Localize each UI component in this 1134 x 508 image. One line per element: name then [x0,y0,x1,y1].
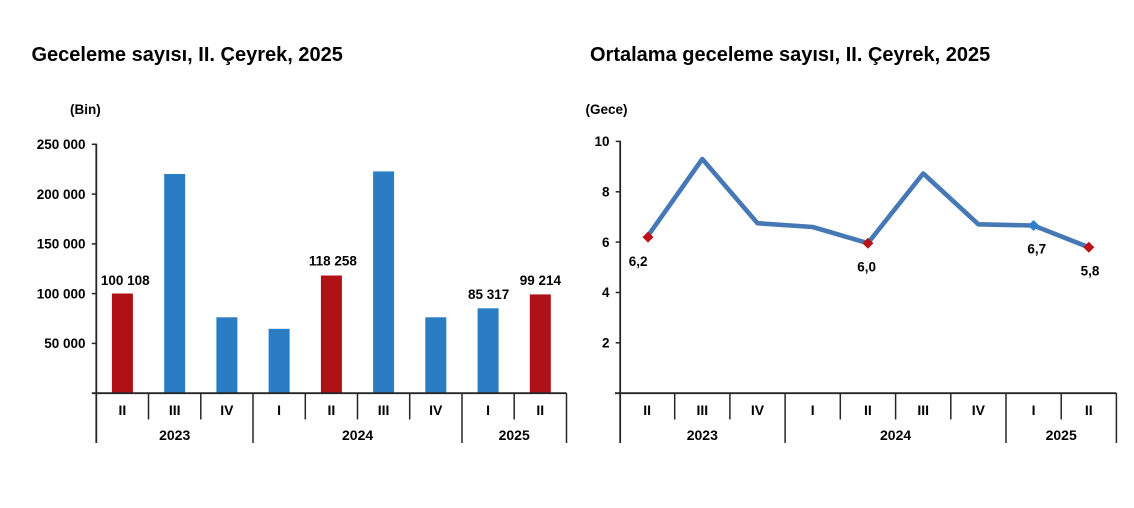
svg-text:II: II [643,402,651,418]
svg-text:250 000: 250 000 [37,137,86,152]
svg-text:2: 2 [602,336,610,351]
svg-text:6,7: 6,7 [1027,241,1046,256]
svg-text:I: I [277,402,281,418]
svg-text:III: III [169,402,181,418]
svg-text:4: 4 [602,285,610,300]
svg-text:6,2: 6,2 [629,254,648,269]
svg-text:II: II [1085,402,1093,418]
svg-text:2025: 2025 [1046,427,1077,443]
svg-text:118 258: 118 258 [309,254,358,269]
svg-text:6,0: 6,0 [857,259,876,274]
svg-text:10: 10 [594,134,609,149]
svg-text:IV: IV [220,402,234,418]
svg-text:III: III [378,402,390,418]
svg-text:IV: IV [751,402,765,418]
svg-text:II: II [864,402,872,418]
svg-text:6: 6 [602,235,610,250]
svg-text:I: I [486,402,490,418]
svg-text:200 000: 200 000 [37,187,86,202]
svg-text:II: II [119,402,127,418]
svg-text:IV: IV [972,402,986,418]
svg-text:I: I [1032,402,1036,418]
svg-text:85 317: 85 317 [468,287,509,302]
svg-text:(Gece): (Gece) [586,102,628,117]
svg-text:8: 8 [602,185,610,200]
svg-text:100 108: 100 108 [101,273,150,288]
svg-text:2023: 2023 [159,427,190,443]
svg-text:2023: 2023 [687,427,718,443]
svg-text:2024: 2024 [342,427,373,443]
svg-text:I: I [811,402,815,418]
svg-text:IV: IV [429,402,443,418]
svg-text:150 000: 150 000 [37,237,86,252]
svg-text:99 214: 99 214 [520,273,562,288]
svg-text:100 000: 100 000 [37,286,86,301]
svg-text:50 000: 50 000 [44,336,85,351]
svg-text:(Bin): (Bin) [70,102,101,117]
svg-text:Ortalama geceleme sayısı, II.: Ortalama geceleme sayısı, II. Çeyrek, 20… [590,44,990,66]
svg-text:III: III [917,402,929,418]
svg-text:II: II [328,402,336,418]
svg-text:Geceleme sayısı, II. Çeyrek, 2: Geceleme sayısı, II. Çeyrek, 2025 [32,44,343,66]
svg-text:II: II [536,402,544,418]
svg-text:2025: 2025 [499,427,530,443]
svg-text:5,8: 5,8 [1081,263,1100,278]
svg-text:2024: 2024 [880,427,911,443]
svg-text:III: III [696,402,708,418]
